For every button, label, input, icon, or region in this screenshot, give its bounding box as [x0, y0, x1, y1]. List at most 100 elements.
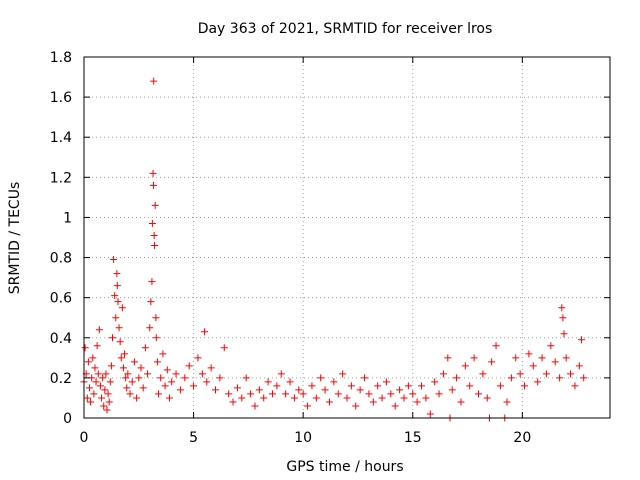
- data-point: [163, 366, 171, 374]
- data-point: [89, 354, 97, 362]
- data-point: [128, 378, 136, 386]
- data-point: [268, 390, 276, 398]
- y-tick-label: 0: [63, 411, 72, 427]
- data-point: [207, 364, 215, 372]
- data-point: [104, 390, 112, 398]
- data-point: [100, 402, 108, 410]
- data-point: [98, 394, 106, 402]
- data-point: [562, 354, 570, 362]
- data-point: [247, 390, 255, 398]
- data-point: [96, 382, 104, 390]
- data-point: [148, 278, 156, 286]
- data-point: [99, 374, 107, 382]
- x-tick-label: 15: [404, 430, 422, 446]
- y-tick-label: 1.2: [50, 170, 72, 186]
- data-point: [201, 328, 209, 336]
- data-point: [525, 350, 533, 358]
- grid-lines: [84, 57, 610, 418]
- data-point: [147, 298, 155, 306]
- data-point: [238, 394, 246, 402]
- data-point: [165, 394, 173, 402]
- data-point: [106, 378, 114, 386]
- data-point: [466, 382, 474, 390]
- data-point: [198, 370, 206, 378]
- data-point: [521, 382, 529, 390]
- data-point: [264, 378, 272, 386]
- data-point: [81, 344, 89, 352]
- data-point: [457, 398, 465, 406]
- axis-ticks: [83, 56, 610, 419]
- data-point: [516, 370, 524, 378]
- data-point: [126, 390, 134, 398]
- data-point: [93, 342, 101, 350]
- data-point: [475, 390, 482, 398]
- data-point: [273, 382, 281, 390]
- data-point: [161, 382, 169, 390]
- data-point: [317, 374, 325, 382]
- data-point: [512, 354, 520, 362]
- y-tick-label: 1.4: [50, 130, 72, 146]
- data-point: [507, 374, 515, 382]
- data-point: [92, 378, 100, 386]
- data-point: [496, 382, 504, 390]
- data-point: [151, 242, 159, 250]
- data-point: [580, 374, 588, 382]
- data-point: [150, 77, 158, 85]
- data-point: [123, 384, 131, 392]
- data-point: [152, 314, 160, 322]
- data-point: [225, 390, 233, 398]
- data-point: [144, 370, 152, 378]
- data-point: [286, 378, 294, 386]
- data-point: [470, 354, 478, 362]
- data-point: [108, 334, 116, 342]
- data-point: [352, 402, 360, 410]
- data-point: [391, 402, 399, 410]
- data-point: [229, 398, 237, 406]
- data-point: [105, 398, 113, 406]
- data-point: [547, 342, 555, 350]
- data-point: [141, 344, 149, 352]
- data-point: [387, 390, 395, 398]
- data-point: [87, 398, 95, 406]
- data-point: [308, 382, 316, 390]
- chart-title: Day 363 of 2021, SRMTID for receiver lro…: [198, 21, 493, 37]
- data-point: [277, 370, 285, 378]
- data-point: [220, 344, 228, 352]
- data-point: [439, 370, 447, 378]
- data-point: [110, 256, 118, 264]
- data-point: [135, 374, 143, 382]
- data-point: [101, 386, 109, 394]
- tick-labels: 0 0.2 0.4 0.6 0.8 1 1.2 1.4 1.6 1.8 0 5 10 15 20: [50, 50, 532, 446]
- x-tick-label: 0: [80, 430, 89, 446]
- plot-frame: [83, 56, 611, 419]
- data-point: [571, 382, 579, 390]
- data-point: [95, 326, 103, 334]
- x-tick-label: 20: [513, 430, 531, 446]
- data-point: [114, 298, 122, 306]
- data-point: [190, 382, 198, 390]
- data-point: [181, 374, 189, 382]
- data-point: [83, 394, 91, 402]
- y-tick-label: 0.8: [50, 251, 72, 267]
- data-point: [176, 386, 184, 394]
- y-tick-label: 0.4: [50, 331, 72, 347]
- data-point: [149, 169, 157, 177]
- y-tick-label: 1.8: [50, 50, 72, 66]
- data-point: [111, 292, 119, 300]
- data-point: [542, 370, 550, 378]
- data-point: [575, 362, 583, 370]
- data-point: [260, 394, 268, 402]
- data-point: [356, 386, 364, 394]
- data-point: [85, 384, 93, 392]
- data-point: [503, 398, 511, 406]
- data-point: [321, 386, 329, 394]
- data-point: [139, 384, 147, 392]
- data-point: [119, 364, 127, 372]
- data-point: [290, 394, 298, 402]
- data-point: [150, 231, 158, 239]
- data-point: [488, 358, 496, 366]
- data-point: [94, 370, 102, 378]
- data-point: [361, 374, 369, 382]
- data-point: [137, 364, 145, 372]
- data-point: [534, 378, 542, 386]
